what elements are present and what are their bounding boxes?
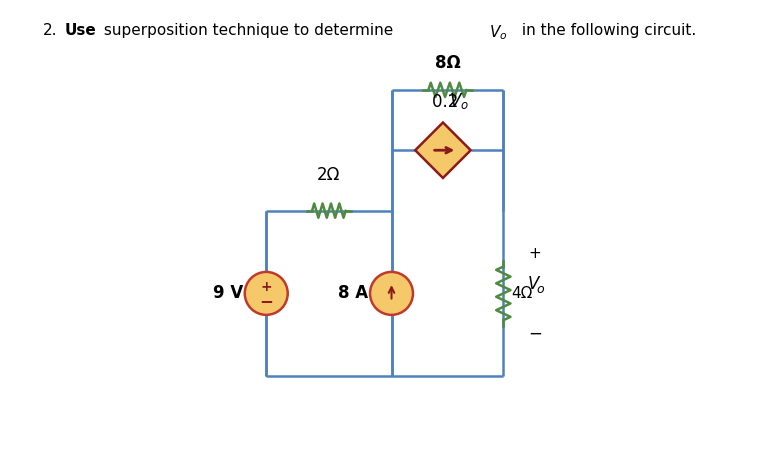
Text: 9 V: 9 V: [213, 284, 244, 302]
Text: superposition technique to determine: superposition technique to determine: [99, 23, 399, 38]
Text: +: +: [528, 246, 541, 260]
Text: $V_o$: $V_o$: [489, 23, 508, 42]
Text: o: o: [536, 283, 543, 296]
Text: in the following circuit.: in the following circuit.: [517, 23, 696, 38]
Text: −: −: [528, 325, 542, 343]
Polygon shape: [415, 123, 471, 178]
Circle shape: [245, 272, 287, 315]
Text: 2Ω: 2Ω: [317, 166, 341, 184]
Text: 8Ω: 8Ω: [435, 54, 460, 72]
Circle shape: [370, 272, 413, 315]
Text: 2.: 2.: [43, 23, 58, 38]
Text: +: +: [261, 280, 272, 294]
Text: 8 A: 8 A: [338, 284, 369, 302]
Text: 0.2: 0.2: [431, 93, 464, 111]
Text: Use: Use: [64, 23, 96, 38]
Text: V: V: [528, 275, 539, 294]
Text: −: −: [259, 292, 273, 309]
Text: 4Ω: 4Ω: [511, 286, 532, 301]
Text: $V_o$: $V_o$: [449, 91, 469, 111]
